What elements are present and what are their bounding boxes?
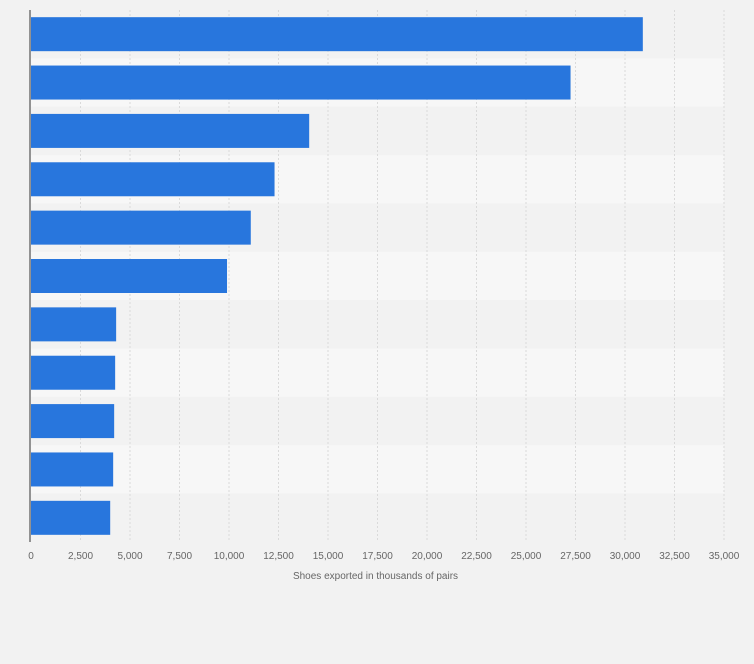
row-band bbox=[31, 445, 724, 494]
row-band bbox=[31, 300, 724, 349]
x-tick-labels: 0 2,500 5,000 7,500 10,000 12,500 15,000 17,500… bbox=[28, 551, 740, 562]
bar[interactable] bbox=[31, 113, 310, 148]
row-band bbox=[31, 396, 724, 446]
bar[interactable] bbox=[31, 452, 114, 487]
x-tick-label: 7,500 bbox=[167, 551, 192, 562]
x-tick-label: 22,500 bbox=[461, 551, 492, 562]
x-axis-title: Shoes exported in thousands of pairs bbox=[293, 571, 458, 582]
x-tick-label: 25,000 bbox=[511, 551, 542, 562]
x-tick-label: 27,500 bbox=[560, 551, 591, 562]
x-tick-label: 30,000 bbox=[610, 551, 641, 562]
x-tick-label: 10,000 bbox=[214, 551, 245, 562]
bar[interactable] bbox=[31, 500, 111, 535]
bar[interactable] bbox=[31, 65, 571, 100]
bar[interactable] bbox=[31, 17, 643, 52]
row-band bbox=[31, 493, 724, 542]
row-band bbox=[31, 348, 724, 397]
x-tick-label: 20,000 bbox=[412, 551, 443, 562]
x-tick-label: 2,500 bbox=[68, 551, 93, 562]
x-tick-label: 15,000 bbox=[313, 551, 344, 562]
x-tick-label: 12,500 bbox=[263, 551, 294, 562]
bar[interactable] bbox=[31, 259, 228, 293]
x-tick-label: 0 bbox=[28, 551, 34, 562]
x-tick-label: 5,000 bbox=[117, 551, 142, 562]
bar[interactable] bbox=[31, 210, 251, 245]
x-tick-label: 32,500 bbox=[659, 551, 690, 562]
bars bbox=[31, 17, 643, 535]
bar[interactable] bbox=[31, 162, 275, 197]
x-tick-label: 35,000 bbox=[709, 551, 740, 562]
bar[interactable] bbox=[31, 404, 115, 439]
bar[interactable] bbox=[31, 355, 116, 390]
x-tick-label: 17,500 bbox=[362, 551, 393, 562]
bar[interactable] bbox=[31, 307, 117, 342]
